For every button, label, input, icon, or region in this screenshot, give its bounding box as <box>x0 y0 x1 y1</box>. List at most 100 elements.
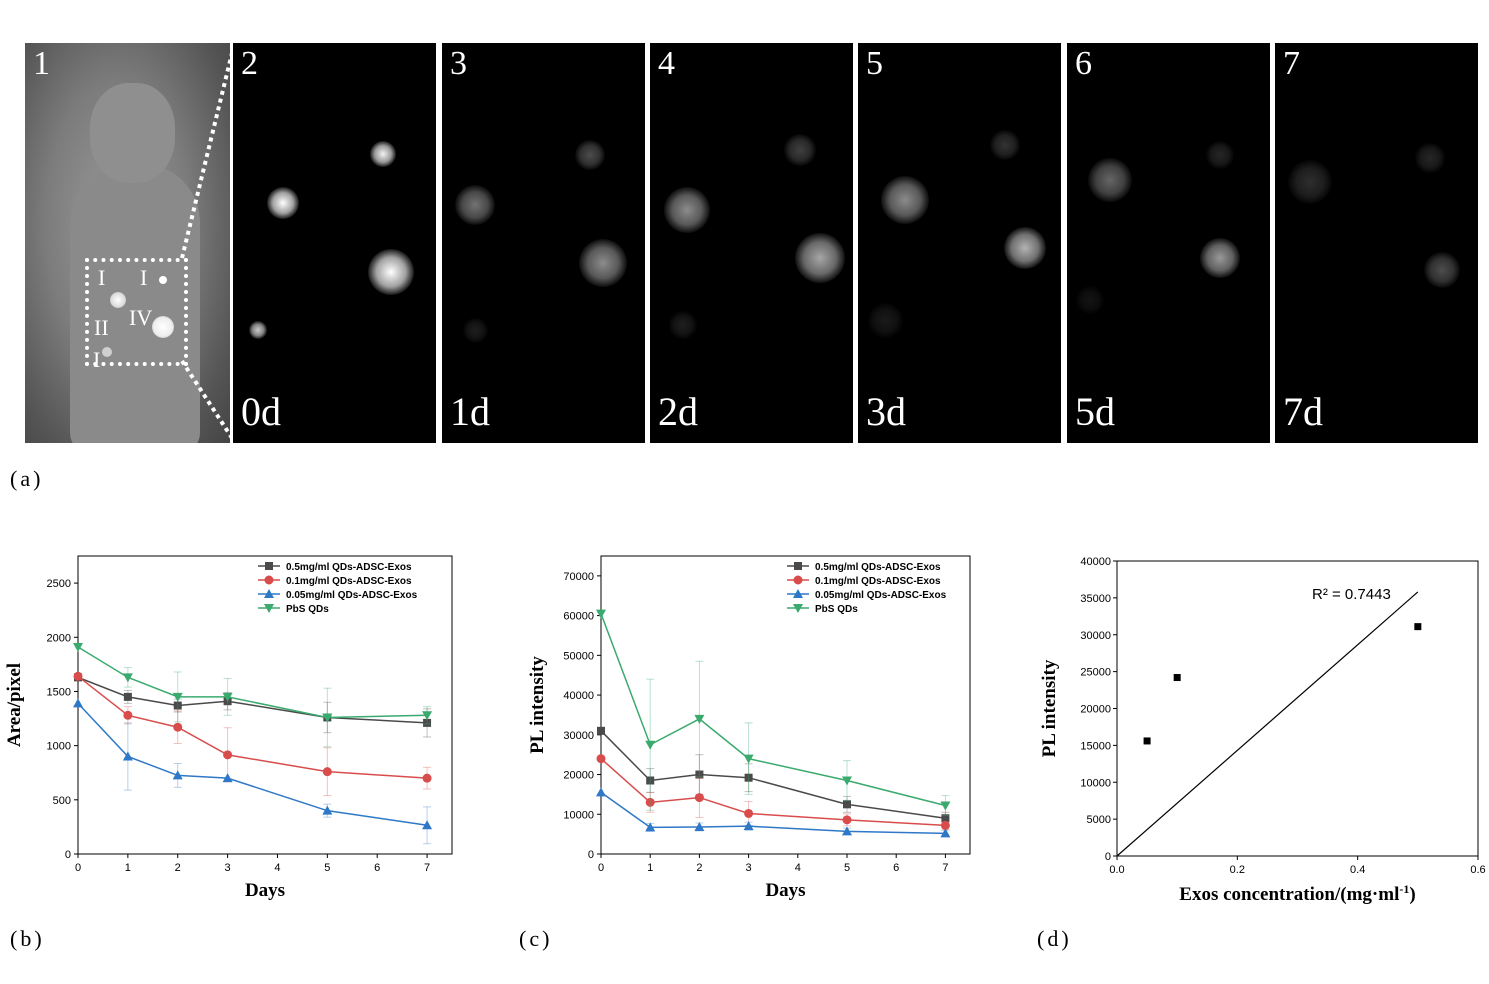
fluorescence-spot <box>1424 252 1460 288</box>
injection-region-box <box>85 258 188 366</box>
data-point <box>842 826 852 836</box>
data-point <box>694 821 705 831</box>
panel-number: 1 <box>33 45 50 82</box>
x-tick-label: 0 <box>75 862 81 874</box>
fluorescence-frame-1d: 3 1d <box>442 43 645 443</box>
fluorescence-spot <box>1076 286 1104 314</box>
fluorescence-spot <box>1088 158 1132 202</box>
series-line <box>77 676 428 724</box>
plot-frame <box>600 555 971 855</box>
fluorescence-frame-0d: 2 0d <box>233 43 436 443</box>
fluorescence-spot <box>249 321 267 339</box>
data-point <box>793 575 803 585</box>
legend-label: PbS QDs <box>815 604 858 615</box>
x-tick-label: 0.0 <box>1109 864 1124 876</box>
data-point <box>645 740 656 750</box>
data-point <box>73 643 83 653</box>
fluorescence-spot <box>1288 160 1332 204</box>
y-tick-label: 500 <box>53 795 71 807</box>
x-tick-label: 3 <box>225 862 231 874</box>
y-tick-label: 10000 <box>563 809 594 821</box>
mouse-photo-panel: 1 I I II IV I <box>25 43 230 443</box>
y-tick-label: 2000 <box>47 632 71 644</box>
data-point <box>1143 737 1151 745</box>
data-point <box>423 718 432 727</box>
zoom-connector-lines <box>180 52 234 440</box>
y-tick-label: 20000 <box>1080 704 1111 716</box>
fluorescence-spot <box>867 302 903 338</box>
fluorescence-frame-7d: 7 7d <box>1275 43 1478 443</box>
frame-number: 7 <box>1283 45 1300 82</box>
fluorescence-frame-2d: 4 2d <box>650 43 853 443</box>
series-line <box>600 758 946 827</box>
pl-intensity-line-chart: 0 1 2 3 4 5 6 7 0 10000 20000 30000 40000 50000 60000 7… <box>527 555 971 901</box>
data-point <box>794 562 802 570</box>
data-point <box>843 800 851 809</box>
fluorescence-spot <box>267 187 299 219</box>
frame-day-label: 2d <box>658 389 698 434</box>
x-tick-label: 0.4 <box>1350 864 1365 876</box>
y-tick-label: 10000 <box>1080 777 1111 789</box>
series-line <box>77 646 428 719</box>
data-point <box>123 692 132 701</box>
frame-day-label: 0d <box>241 389 281 434</box>
frame-number: 2 <box>241 45 258 82</box>
fluorescence-spot <box>1004 227 1046 269</box>
data-point <box>264 575 274 585</box>
series-line <box>600 791 946 835</box>
x-tick-label: 0 <box>598 862 604 874</box>
fluorescence-spot <box>881 176 929 224</box>
data-point <box>645 797 655 807</box>
legend-label: 0.05mg/ml QDs-ADSC-Exos <box>286 590 418 601</box>
data-point <box>422 711 433 721</box>
data-point <box>597 726 605 735</box>
series-line <box>77 702 428 827</box>
y-tick-label: 60000 <box>563 611 594 623</box>
fluorescence-spot <box>1206 141 1234 169</box>
x-tick-label: 7 <box>942 862 948 874</box>
y-axis-label: PL intensity <box>527 656 548 754</box>
fluorescence-spot <box>1415 143 1445 173</box>
data-point <box>122 673 133 683</box>
legend-label: 0.5mg/ml QDs-ADSC-Exos <box>815 562 941 573</box>
roman-marker: I <box>98 265 106 290</box>
data-point <box>694 793 704 803</box>
data-point <box>646 776 655 785</box>
x-axis-label: Exos concentration/(mg·ml-1) <box>1179 882 1415 905</box>
data-point <box>596 754 606 764</box>
x-tick-label: 5 <box>324 862 330 874</box>
legend-label: 0.1mg/ml QDs-ADSC-Exos <box>286 576 412 587</box>
data-point <box>172 770 183 780</box>
data-point <box>1173 674 1181 682</box>
data-point <box>743 821 754 831</box>
y-tick-label: 2500 <box>47 578 71 590</box>
data-point <box>744 773 753 782</box>
y-tick-label: 0 <box>65 849 71 861</box>
frame-number: 6 <box>1075 45 1092 82</box>
y-tick-label: 15000 <box>1080 740 1111 752</box>
data-point <box>222 773 233 783</box>
data-point <box>940 801 951 811</box>
x-axis-label: Days <box>245 880 285 901</box>
data-point <box>322 767 332 777</box>
x-tick-label: 0.2 <box>1230 864 1245 876</box>
trend-line <box>1116 591 1419 857</box>
fluorescence-spot <box>664 187 710 233</box>
y-tick-label: 1000 <box>47 741 71 753</box>
frame-day-label: 7d <box>1283 389 1323 434</box>
x-tick-label: 0.6 <box>1470 864 1485 876</box>
panel-label-d: (d) <box>1037 926 1072 951</box>
data-point <box>694 714 705 724</box>
data-point <box>73 671 83 681</box>
data-point <box>173 722 183 732</box>
x-tick-label: 4 <box>795 862 801 874</box>
fluorescence-spot <box>462 317 488 343</box>
frame-day-label: 1d <box>450 389 490 434</box>
y-tick-label: 70000 <box>563 571 594 583</box>
roman-marker: I <box>140 265 148 290</box>
y-tick-label: 0 <box>588 849 594 861</box>
fluorescence-spot <box>1200 238 1240 278</box>
data-point <box>322 805 333 815</box>
injection-spot <box>152 316 174 338</box>
data-point <box>842 776 852 786</box>
